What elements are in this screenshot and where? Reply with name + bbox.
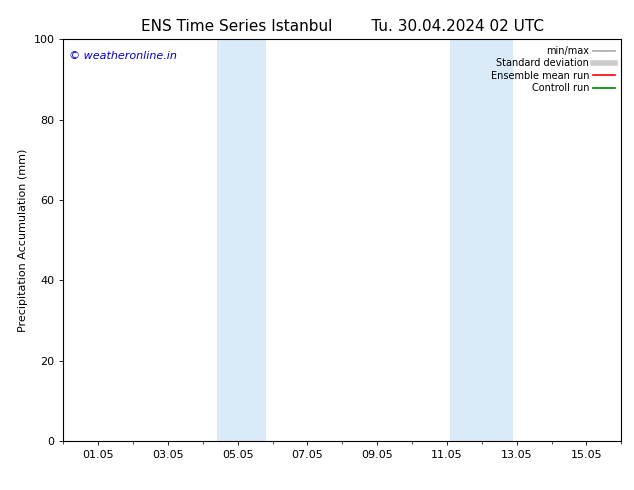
Legend: min/max, Standard deviation, Ensemble mean run, Controll run: min/max, Standard deviation, Ensemble me… bbox=[489, 44, 616, 95]
Y-axis label: Precipitation Accumulation (mm): Precipitation Accumulation (mm) bbox=[18, 148, 28, 332]
Bar bbox=[450, 39, 513, 441]
Bar bbox=[217, 39, 266, 441]
Text: © weatheronline.in: © weatheronline.in bbox=[69, 51, 177, 61]
Title: ENS Time Series Istanbul        Tu. 30.04.2024 02 UTC: ENS Time Series Istanbul Tu. 30.04.2024 … bbox=[141, 19, 544, 34]
